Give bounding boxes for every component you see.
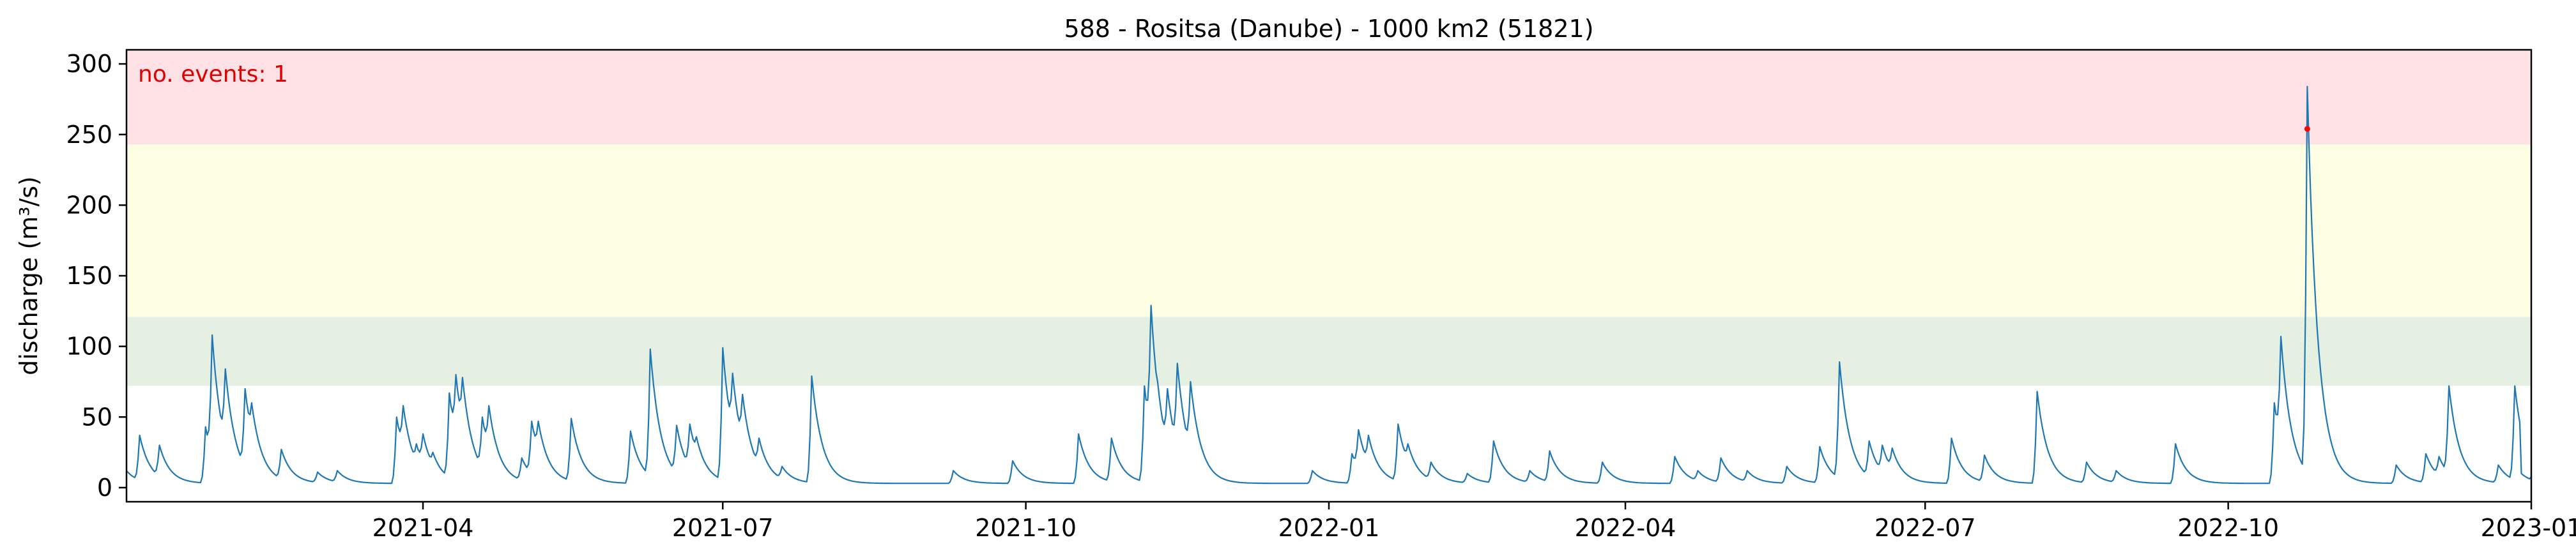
x-tick-label: 2022-07 bbox=[1874, 514, 1976, 542]
threshold-band bbox=[126, 50, 2531, 145]
y-tick-label: 0 bbox=[97, 474, 112, 502]
event-marker bbox=[2304, 126, 2310, 132]
x-tick-label: 2021-04 bbox=[372, 514, 474, 542]
y-tick-label: 200 bbox=[66, 191, 112, 219]
x-tick-label: 2022-01 bbox=[1278, 514, 1380, 542]
threshold-band bbox=[126, 317, 2531, 386]
threshold-bands bbox=[126, 50, 2531, 386]
event-markers bbox=[2304, 126, 2310, 132]
x-tick-label: 2022-04 bbox=[1575, 514, 1676, 542]
discharge-series-line bbox=[126, 86, 2532, 485]
x-tick-label: 2021-10 bbox=[975, 514, 1077, 542]
y-tick-label: 250 bbox=[66, 121, 112, 149]
events-count-annotation: no. events: 1 bbox=[138, 61, 288, 87]
y-axis-label: discharge (m³/s) bbox=[15, 176, 43, 375]
series-layer bbox=[126, 86, 2532, 485]
y-tick-label: 150 bbox=[66, 262, 112, 290]
y-axis-ticks: 0 50 100 150 200 250 300 bbox=[66, 50, 126, 502]
y-tick-label: 300 bbox=[66, 50, 112, 78]
x-tick-label: 2022-10 bbox=[2177, 514, 2279, 542]
x-tick-label: 2021-07 bbox=[672, 514, 774, 542]
y-tick-label: 50 bbox=[82, 403, 112, 431]
threshold-band bbox=[126, 144, 2531, 317]
x-axis-ticks: 2021-04 2021-07 2021-10 2022-01 2022-04 2022-… bbox=[372, 502, 2576, 542]
x-tick-label: 2023-01 bbox=[2481, 514, 2576, 542]
chart-title: 588 - Rositsa (Danube) - 1000 km2 (51821… bbox=[1064, 15, 1593, 43]
y-tick-label: 100 bbox=[66, 333, 112, 361]
